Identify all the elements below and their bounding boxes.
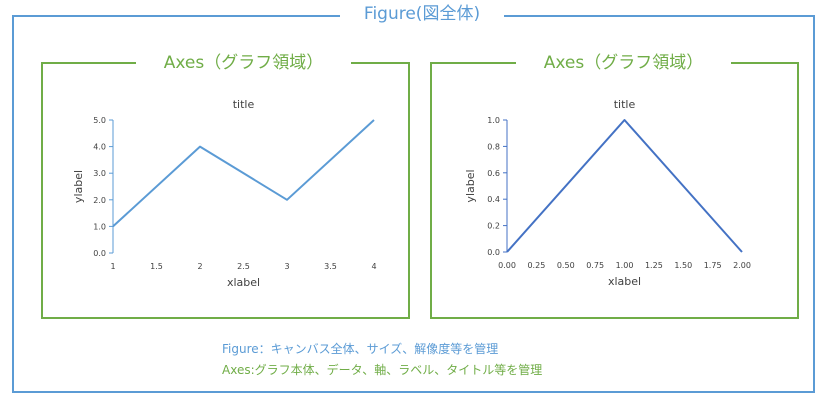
x-tick-label: 0.50 (557, 261, 575, 270)
y-tick-label: 5.0 (93, 116, 106, 125)
x-tick-label: 3 (284, 262, 289, 271)
figure-title: Figure(図全体) (340, 2, 504, 26)
y-tick-label: 3.0 (93, 169, 106, 178)
x-tick-label: 1.00 (616, 261, 634, 270)
y-tick-label: 0.0 (487, 248, 500, 257)
note-figure: Figure：キャンバス全体、サイズ、解像度等を管理 (222, 342, 499, 356)
x-tick-label: 0.75 (586, 261, 604, 270)
y-axis-label: ylabel (72, 170, 85, 203)
y-axis-label: ylabel (464, 169, 477, 202)
y-tick-label: 0.6 (487, 169, 500, 178)
x-tick-label: 2.00 (733, 261, 751, 270)
x-tick-label: 2 (197, 262, 202, 271)
x-tick-label: 1.25 (645, 261, 663, 270)
y-tick-label: 4.0 (93, 143, 106, 152)
y-tick-label: 2.0 (93, 196, 106, 205)
y-tick-label: 0.4 (487, 195, 500, 204)
series-line (506, 119, 743, 253)
chart-title: title (233, 98, 255, 111)
axes-title-right: Axes（グラフ領域） (516, 52, 731, 74)
notes: Figure：キャンバス全体、サイズ、解像度等を管理 Axes:グラフ本体、デー… (222, 339, 542, 381)
x-tick-label: 0.00 (498, 261, 516, 270)
y-tick-label: 1.0 (487, 116, 500, 125)
y-tick-label: 0.2 (487, 222, 500, 231)
x-tick-label: 1 (110, 262, 115, 271)
x-tick-label: 2.5 (237, 262, 250, 271)
axes-title-left: Axes（グラフ領域） (136, 52, 351, 74)
x-tick-label: 1.5 (150, 262, 163, 271)
x-tick-label: 4 (371, 262, 376, 271)
x-axis-label: xlabel (608, 275, 641, 288)
x-tick-label: 1.50 (674, 261, 692, 270)
x-tick-label: 0.25 (527, 261, 545, 270)
x-tick-label: 3.5 (324, 262, 337, 271)
y-tick-label: 1.0 (93, 222, 106, 231)
note-axes: Axes:グラフ本体、データ、軸、ラベル、タイトル等を管理 (222, 363, 543, 377)
y-tick-label: 0.8 (487, 142, 500, 151)
x-axis-label: xlabel (227, 276, 260, 289)
y-tick-label: 0.0 (93, 249, 106, 258)
chart-title: title (614, 98, 636, 111)
chart-left: 0.0 1.0 2.0 3.0 4.0 5.0 1 1.5 2 2.5 3 3.5 4 title xlab… (72, 98, 377, 289)
x-tick-label: 1.75 (704, 261, 722, 270)
series-line (112, 119, 375, 228)
chart-right: 0.0 0.2 0.4 0.6 0.8 1.0 0.00 0.25 0.50 0.75 1.00 1.… (464, 98, 751, 288)
